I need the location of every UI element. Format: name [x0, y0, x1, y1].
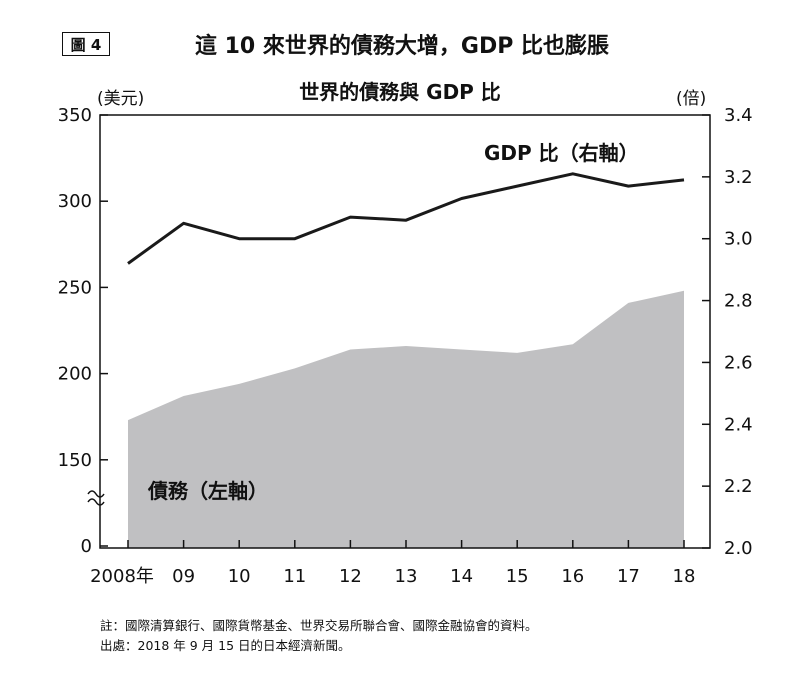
figure-label: 圖 4: [62, 32, 110, 56]
note-source: 註：國際清算銀行、國際貨幣基金、世界交易所聯合會、國際金融協會的資料。: [100, 618, 538, 633]
debt-series-label: 債務（左軸）: [147, 479, 268, 503]
right-tick-label: 3.4: [724, 105, 753, 126]
right-tick-label: 3.2: [724, 167, 753, 188]
x-tick-label: 12: [339, 566, 362, 587]
right-tick-label: 2.4: [724, 414, 753, 435]
chart-notes: 註：國際清算銀行、國際貨幣基金、世界交易所聯合會、國際金融協會的資料。 出處：2…: [100, 616, 538, 656]
note-origin: 出處：2018 年 9 月 15 日的日本經濟新聞。: [100, 638, 351, 653]
x-tick-label: 10: [228, 566, 251, 587]
left-tick-label: 250: [58, 277, 92, 298]
right-tick-label: 2.2: [724, 476, 753, 497]
right-tick-label: 2.6: [724, 352, 753, 373]
right-axis-unit: (倍): [676, 89, 706, 109]
x-tick-label: 15: [506, 566, 529, 587]
axis-break-icon: [87, 490, 105, 506]
x-tick-label: 11: [283, 566, 306, 587]
left-tick-label: 300: [58, 191, 92, 212]
left-tick-label: 0: [81, 536, 92, 557]
x-tick-label: 09: [172, 566, 195, 587]
left-tick-label: 350: [58, 105, 92, 126]
right-tick-label: 2.8: [724, 291, 753, 312]
chart-headline: 這 10 來世界的債務大增，GDP 比也膨脹: [194, 34, 610, 59]
plot-frame: [99, 114, 711, 549]
ratio-line: [127, 172, 685, 265]
x-tick-label: 14: [450, 566, 473, 587]
right-tick-label: 3.0: [724, 229, 753, 250]
left-axis-unit: (美元): [97, 89, 144, 109]
x-tick-label: 16: [561, 566, 584, 587]
x-tick-label: 18: [673, 566, 696, 587]
x-tick-label: 2008年: [90, 566, 154, 587]
debt-area: [128, 290, 684, 548]
left-tick-label: 150: [58, 450, 92, 471]
x-tick-label: 13: [395, 566, 418, 587]
x-tick-label: 17: [617, 566, 640, 587]
ratio-series-label: GDP 比（右軸）: [484, 141, 639, 165]
left-tick-label: 200: [58, 364, 92, 385]
chart-title: 世界的債務與 GDP 比: [299, 80, 501, 104]
right-tick-label: 2.0: [724, 538, 753, 559]
